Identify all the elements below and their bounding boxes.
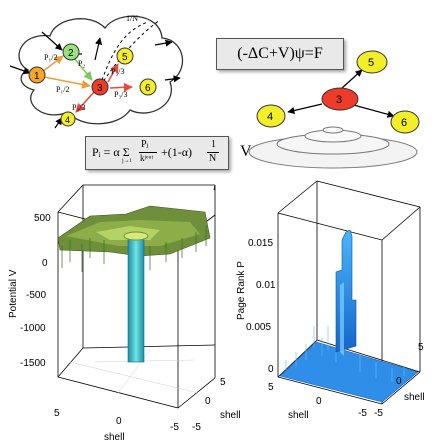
label-p3-3-c: P₃/3	[72, 103, 85, 112]
tick-x-m5: -5	[170, 422, 179, 433]
pagerank-lhs: Pᵢ = α Σ	[92, 145, 130, 159]
pagerank-formula-box: Pᵢ = α Σ j→i Pⱼ kʲᵒᵘᵗ +(1-α) 1 N	[85, 136, 229, 170]
svg-text:3: 3	[336, 94, 342, 106]
tree-edge-3-4	[287, 103, 323, 115]
node-6: 6	[139, 78, 157, 96]
label-p1-2-b: P₁/2	[56, 85, 69, 94]
svg-text:1: 1	[34, 71, 40, 82]
tick-z-m1000: -1000	[20, 323, 46, 334]
pagerank-rhs: +(1-α)	[161, 145, 193, 159]
pagerank-frac-den: kʲᵒᵘᵗ	[140, 153, 154, 163]
node-5: 5	[116, 47, 134, 65]
tree-node-5: 5	[356, 50, 388, 74]
chart-pagerank-ylabel: Page Rank P	[236, 261, 247, 320]
tree-edge-3-6	[349, 103, 395, 118]
chart-potential: 500 0 -500 -1000 -1500 5 0 -5 -5 0 5 she…	[8, 184, 241, 443]
chart-pagerank-zlabel: shell	[404, 392, 425, 403]
tick-p-0: 0	[268, 364, 274, 375]
node-4: 4	[60, 111, 76, 127]
tick-y-m5: -5	[192, 422, 201, 433]
svg-text:3: 3	[97, 83, 103, 94]
chart-pagerank-surface	[279, 341, 419, 403]
edge-3-6	[109, 82, 133, 92]
tick-z-500: 500	[34, 213, 51, 224]
incoming-arrow-1	[9, 65, 31, 75]
tick-z-m500: -500	[26, 290, 46, 301]
outgoing-arrow-top	[94, 37, 103, 61]
svg-text:4: 4	[267, 111, 273, 123]
tick-px-0: 0	[316, 396, 322, 407]
edge-1-2	[41, 55, 64, 73]
pagerank-sum-sub: j→i	[122, 158, 132, 164]
svg-text:5: 5	[368, 57, 374, 69]
tick-y-0: 0	[205, 396, 211, 407]
label-p1-2-a: P₁/2	[44, 53, 57, 62]
tick-py-5: 5	[418, 342, 424, 353]
pagerank-n-den: N	[209, 153, 217, 164]
chart-pagerank-box	[277, 180, 421, 405]
svg-text:6: 6	[401, 117, 407, 129]
tick-px-5: 5	[268, 382, 274, 393]
tick-x-5: 5	[54, 408, 60, 419]
tree-node-3: 3	[321, 87, 359, 111]
label-p2: P₂	[78, 59, 85, 68]
chart-pagerank-xlabel: shell	[288, 410, 309, 421]
tick-p-0015: 0.015	[248, 238, 273, 249]
node-1: 1	[28, 66, 46, 84]
node-3: 3	[91, 78, 109, 96]
v-label: V	[240, 143, 252, 160]
chart-pagerank: 0.015 0.01 0.005 0 5 0 -5 -5 0 5 shell s…	[236, 180, 425, 421]
tick-y-5: 5	[220, 377, 226, 388]
tick-py-0: 0	[396, 376, 402, 387]
tree-diagram: 3 4 5 6	[248, 50, 420, 169]
chart-potential-zlabel: shell	[220, 410, 241, 421]
svg-text:4: 4	[65, 115, 70, 125]
chart-potential-xlabel: shell	[104, 432, 125, 443]
tick-px-m5: -5	[358, 408, 367, 419]
edge-3-4	[75, 91, 95, 113]
chart-potential-noise	[61, 226, 207, 272]
tick-p-001: 0.01	[256, 280, 276, 291]
edge-3-5	[107, 63, 119, 83]
tick-p-0005: 0.005	[246, 322, 271, 333]
outgoing-arrow-6	[164, 75, 181, 83]
svg-text:5: 5	[122, 52, 128, 63]
pagerank-frac-num: Pⱼ	[141, 139, 149, 150]
label-p3-3-b: P₃/3	[114, 90, 127, 99]
chart-potential-well	[127, 235, 145, 363]
incoming-arrow-2	[41, 31, 63, 51]
edge-1-3	[43, 76, 91, 89]
chart-potential-ylabel: Potential V	[8, 269, 19, 318]
svg-text:2: 2	[68, 48, 74, 59]
shell-disks	[248, 126, 418, 169]
chart-potential-floor-grid	[69, 349, 199, 394]
teleport-arc-2	[99, 19, 161, 87]
pagerank-n-num: 1	[211, 139, 216, 150]
label-p3-3-a: P₃/3	[111, 67, 124, 76]
tick-py-m5: -5	[374, 408, 383, 419]
node-2: 2	[62, 43, 80, 61]
tree-node-4: 4	[256, 104, 286, 128]
tick-x-0: 0	[116, 416, 122, 427]
edge-2-3	[73, 57, 93, 81]
tick-z-0: 0	[42, 258, 48, 269]
outgoing-arrow-5	[154, 39, 173, 47]
label-one-over-n: 1/N	[126, 14, 138, 23]
svg-text:6: 6	[145, 83, 151, 94]
tree-node-6: 6	[390, 110, 420, 134]
network-cloud-diagram: P₁/2 P₁/2 P₂ P₃/3 P₃/3 P₃/3 1/N 1 2 3 4 …	[9, 14, 184, 129]
tick-z-m1500: -1500	[20, 358, 46, 369]
schrodinger-formula: (-ΔC+V)ψ=F	[237, 45, 323, 62]
chart-pagerank-peak	[335, 229, 357, 353]
schrodinger-formula-box: (-ΔC+V)ψ=F	[216, 38, 344, 70]
